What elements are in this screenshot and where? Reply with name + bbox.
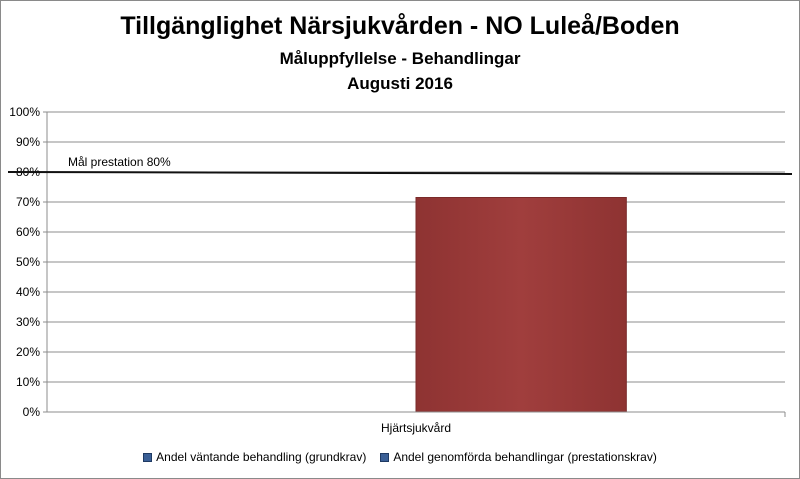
y-tick-label: 10% (16, 375, 40, 389)
legend-label: Andel genomförda behandlingar (prestatio… (393, 450, 657, 464)
legend-swatch-icon (380, 452, 390, 462)
y-tick-label: 70% (16, 195, 40, 209)
legend-item: Andel väntande behandling (grundkrav) (143, 450, 366, 464)
y-tick-label: 30% (16, 315, 40, 329)
chart-legend: Andel väntande behandling (grundkrav) An… (0, 450, 800, 464)
legend-item: Andel genomförda behandlingar (prestatio… (380, 450, 657, 464)
chart-period: Augusti 2016 (347, 74, 453, 93)
y-tick-label: 60% (16, 225, 40, 239)
target-line (7, 171, 793, 175)
y-tick-label: 20% (16, 345, 40, 359)
y-tick-label: 50% (16, 255, 40, 269)
legend-swatch-icon (143, 452, 153, 462)
chart-title: Tillgänglighet Närsjukvården - NO Luleå/… (120, 12, 680, 40)
bar (415, 197, 627, 413)
y-tick-label: 90% (16, 135, 40, 149)
chart-subtitle: Måluppfyllelse - Behandlingar (279, 49, 521, 68)
y-tick-label: 100% (9, 105, 40, 119)
target-label: Mål prestation 80% (68, 155, 171, 169)
x-tick-label: Hjärtsjukvård (381, 421, 451, 435)
y-tick-label: 0% (23, 405, 41, 419)
legend-label: Andel väntande behandling (grundkrav) (156, 450, 367, 464)
y-tick-label: 40% (16, 285, 40, 299)
